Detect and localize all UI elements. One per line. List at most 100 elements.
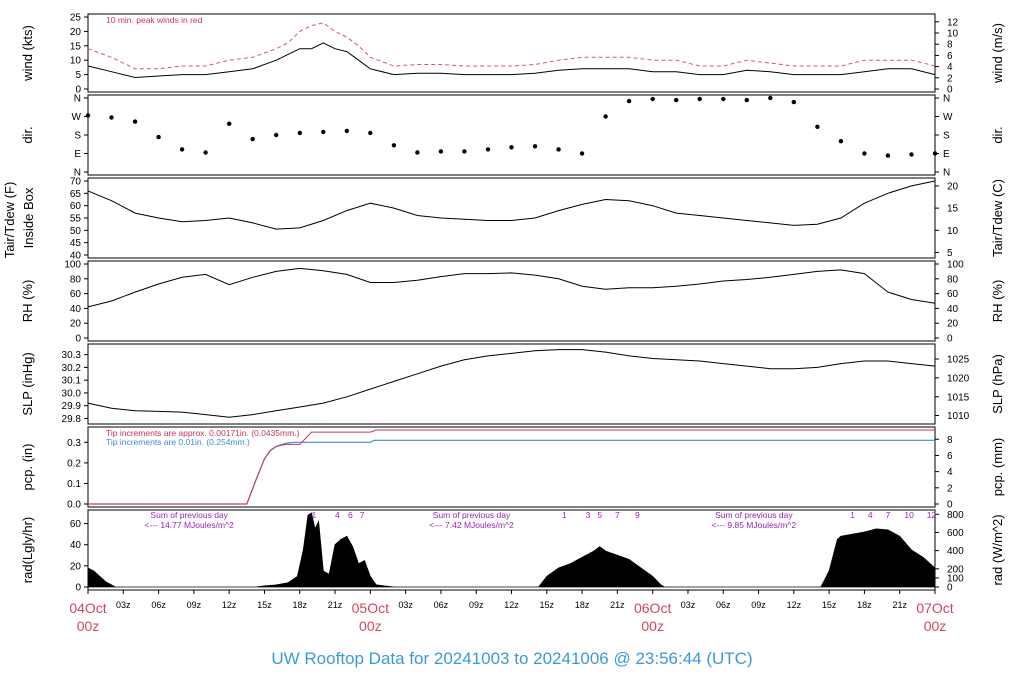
pcp-annotation-blue: Tip increments are 0.01in. (0.254mm.) [106, 437, 250, 447]
series-pcp-tipping-0-01in [88, 439, 935, 505]
chart-title: UW Rooftop Data for 20241003 to 20241006… [271, 649, 753, 668]
xtick-date-label: 04Oct [69, 600, 106, 616]
dir-point [768, 95, 773, 101]
ylabel-rh: RH (%) [20, 280, 35, 323]
ytick-label-temp: 45 [70, 238, 82, 249]
rtick-label-wind: 10 [947, 29, 959, 40]
hour-marker: 1 [562, 510, 567, 520]
xtick-label: 06z [151, 600, 166, 610]
ylabel-right-wind: wind (m/s) [990, 23, 1005, 84]
xtick-label: 18z [292, 600, 307, 610]
ytick-label-temp: 40 [70, 251, 82, 262]
hour-marker: 7 [886, 510, 891, 520]
day-sum-line2: <--- 9.85 MJoules/m^2 [712, 520, 797, 530]
ylabel-right-pcp: pcp. (mm) [990, 438, 1005, 497]
rtick-label-rh: 80 [947, 274, 959, 285]
dir-point [932, 151, 938, 156]
dir-point [250, 136, 255, 142]
panel-frame-rh [87, 260, 936, 342]
ytick-label-slp: 29.9 [62, 401, 82, 412]
dir-point [438, 149, 444, 154]
xtick-label: 21z [328, 600, 343, 610]
ytick-label-dir: W [72, 112, 82, 123]
dir-point [321, 129, 326, 135]
rtick-label-temp: 10 [947, 226, 959, 237]
ytick-label-rad: 20 [70, 561, 82, 572]
dir-point [838, 139, 844, 144]
ytick-label-dir: N [74, 168, 81, 179]
hour-marker: 1 [311, 510, 316, 520]
series-peak [87, 22, 936, 70]
dir-point [156, 134, 161, 140]
ytick-label-temp: 60 [70, 201, 82, 212]
rtick-label-temp: 15 [947, 204, 959, 215]
ytick-label-wind: 25 [70, 13, 82, 24]
hour-marker: 4 [335, 510, 340, 520]
hour-marker: 1 [850, 510, 855, 520]
ytick-label-temp: 70 [70, 177, 82, 188]
dir-point [344, 128, 349, 134]
dir-point [697, 96, 702, 102]
xtick-label: 09z [751, 600, 766, 610]
dir-point [909, 152, 914, 157]
series-pcp-tipping-0-00171in [88, 429, 935, 505]
dir-point [885, 153, 891, 158]
rtick-label-wind: 12 [947, 17, 959, 28]
ylabel-right-rh: RH (%) [990, 280, 1005, 323]
dir-point [744, 97, 749, 103]
hour-marker: 7 [360, 510, 365, 520]
dir-point [532, 144, 538, 149]
rtick-label-temp: 5 [947, 248, 953, 259]
series-SLP [87, 349, 936, 418]
dir-point [485, 147, 491, 152]
ytick-label-rh: 0 [75, 334, 81, 345]
rtick-label-rad: 100 [947, 573, 964, 584]
rtick-label-slp: 1025 [947, 354, 970, 365]
hour-marker: 5 [597, 510, 602, 520]
rtick-label-wind: 0 [947, 85, 953, 96]
dir-point [179, 147, 185, 152]
panel-frame-dir [87, 94, 936, 176]
rtick-label-temp: 20 [947, 181, 959, 192]
xtick-date-sublabel: 00z [77, 618, 100, 634]
dir-point [85, 113, 91, 118]
xtick-label: 09z [469, 600, 484, 610]
dir-point [721, 96, 726, 102]
xtick-date-sublabel: 00z [924, 618, 947, 634]
ytick-label-dir: S [74, 131, 81, 142]
day-sum-line1: Sum of previous day [150, 510, 228, 520]
xtick-label: 03z [398, 600, 413, 610]
panel-frame-wind [87, 13, 936, 93]
ytick-label-rh: 40 [70, 304, 82, 315]
ytick-label-rad: 40 [70, 540, 82, 551]
rtick-label-slp: 1010 [947, 411, 970, 422]
ytick-label-pcp: 0.2 [67, 458, 81, 469]
dir-point [626, 98, 632, 104]
xtick-date-sublabel: 00z [359, 618, 382, 634]
rtick-label-dir: W [943, 112, 953, 123]
rtick-label-pcp: 8 [947, 435, 953, 446]
dir-point [650, 96, 655, 102]
ytick-label-slp: 30.3 [62, 350, 82, 361]
xtick-date-label: 06Oct [634, 600, 671, 616]
rtick-label-slp: 1015 [947, 392, 970, 403]
rtick-label-wind: 2 [947, 73, 953, 84]
ytick-label-wind: 10 [70, 56, 82, 67]
rtick-label-rh: 0 [947, 334, 953, 345]
day-sum-line2: <--- 14.77 MJoules/m^2 [145, 520, 235, 530]
day-sum-line2: <--- 7.42 MJoules/m^2 [429, 520, 514, 530]
ytick-label-wind: 15 [70, 41, 82, 52]
rtick-label-slp: 1020 [947, 373, 970, 384]
ylabel-temp: Tair/Tdew (F) [2, 182, 17, 259]
dir-point [274, 132, 279, 138]
panel-annotation-wind: 10 min. peak winds in red [106, 15, 203, 25]
ytick-label-temp: 65 [70, 189, 82, 200]
rtick-label-rh: 20 [947, 319, 959, 330]
dir-point [603, 114, 608, 119]
xtick-label: 18z [857, 600, 872, 610]
ytick-label-slp: 30.1 [62, 376, 82, 387]
ytick-label-dir: E [74, 149, 81, 160]
rtick-label-pcp: 4 [947, 467, 953, 478]
rtick-label-dir: S [943, 131, 950, 142]
